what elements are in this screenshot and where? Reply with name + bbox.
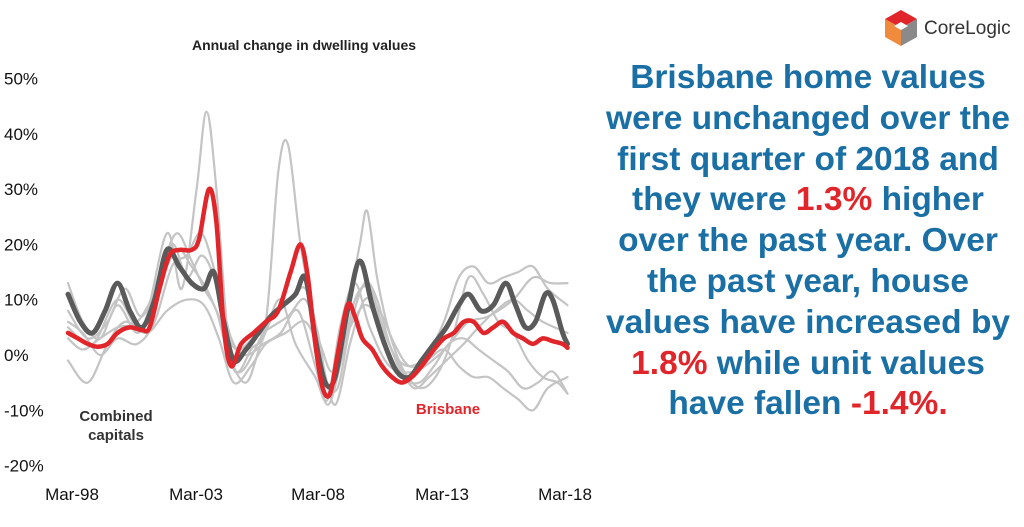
headline-highlight: 1.8%	[631, 344, 708, 382]
corelogic-logo-mark-icon	[885, 10, 917, 46]
y-tick-label: 10%	[4, 291, 38, 310]
y-tick-label: 20%	[4, 235, 38, 254]
y-tick-label: 30%	[4, 180, 38, 199]
headline-segment: higher over the past year. Over the past…	[605, 181, 1011, 341]
headline-highlight: .	[938, 385, 948, 423]
annotation-line: Brisbane	[416, 401, 480, 418]
x-tick-label: Mar-18	[538, 485, 592, 504]
annotation-line: Combined	[79, 408, 152, 425]
series-annotations: Combined capitals Brisbane	[79, 401, 480, 444]
headline-segment: while unit values have fallen	[668, 344, 985, 423]
annotation-line: capitals	[88, 427, 144, 444]
x-axis-tick-labels: Mar-98 Mar-03 Mar-08 Mar-13 Mar-18	[45, 485, 592, 504]
headline-highlight: -1.4%	[850, 385, 939, 423]
dwelling-values-chart: Annual change in dwelling values 50% 40% 3…	[4, 37, 592, 504]
series-line-brisbane	[65, 186, 570, 399]
x-tick-label: Mar-98	[45, 485, 99, 504]
y-axis-tick-labels: 50% 40% 30% 20% 10% 0% -10% -20%	[4, 70, 44, 476]
headline-segment: Brisbane home values were unchanged over…	[606, 59, 1010, 219]
y-tick-label: 50%	[4, 70, 38, 89]
headline-highlight: 1.3%	[795, 181, 873, 219]
chart-title: Annual change in dwelling values	[192, 37, 416, 53]
x-tick-label: Mar-13	[415, 485, 469, 504]
series-lines	[65, 110, 570, 412]
x-tick-label: Mar-08	[291, 485, 345, 504]
y-tick-label: 40%	[4, 125, 38, 144]
y-tick-label: -10%	[4, 401, 44, 420]
y-tick-label: -20%	[4, 457, 44, 476]
corelogic-logo: CoreLogic	[882, 8, 1018, 50]
headline-text: Brisbane home values were unchanged over…	[604, 58, 1012, 425]
series-line-combined-capitals	[65, 246, 570, 390]
annotation-brisbane: Brisbane	[416, 401, 480, 418]
y-tick-label: 0%	[4, 346, 29, 365]
series-line-other-capital	[66, 296, 569, 412]
logo-wordmark: CoreLogic	[924, 18, 1011, 39]
x-tick-label: Mar-03	[169, 485, 223, 504]
annotation-combined-capitals: Combined capitals	[79, 408, 152, 444]
